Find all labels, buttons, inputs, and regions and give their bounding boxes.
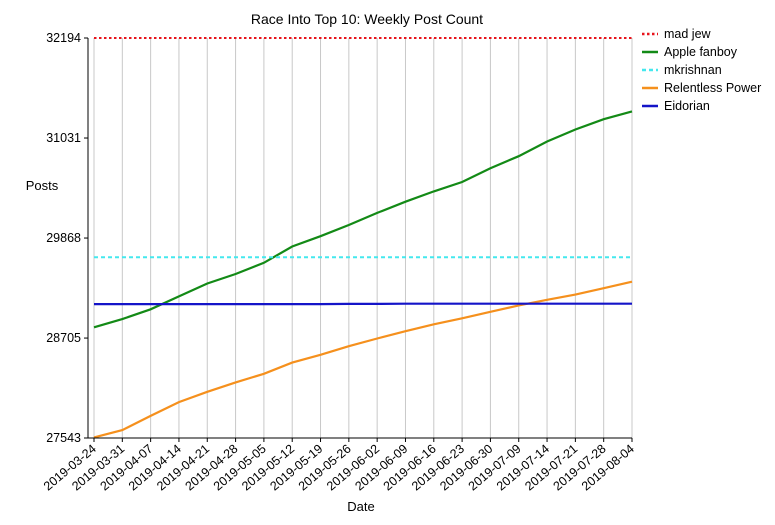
legend: mad jew Apple fanboy mkrishnan Relentless P… bbox=[642, 27, 761, 113]
legend-label: mkrishnan bbox=[664, 63, 722, 77]
legend-label: Apple fanboy bbox=[664, 45, 738, 59]
legend-label: Relentless Power bbox=[664, 81, 761, 95]
legend-label: Eidorian bbox=[664, 99, 710, 113]
y-tick-label: 29868 bbox=[46, 231, 81, 245]
x-axis-label: Date bbox=[347, 499, 374, 514]
legend-label: mad jew bbox=[664, 27, 712, 41]
y-tick-label: 28705 bbox=[46, 331, 81, 345]
series-line-relentless-power bbox=[93, 280, 633, 439]
y-tick-label: 27543 bbox=[46, 431, 81, 445]
y-ticks: 27543 28705 29868 31031 32194 bbox=[46, 31, 88, 445]
y-tick-label: 31031 bbox=[46, 131, 81, 145]
series-group bbox=[93, 37, 633, 439]
chart-title: Race Into Top 10: Weekly Post Count bbox=[251, 11, 483, 27]
vertical-grid bbox=[93, 38, 633, 438]
y-axis-label: Posts bbox=[26, 178, 59, 193]
axes bbox=[87, 38, 632, 439]
x-ticks: 2019-03-242019-03-312019-04-072019-04-14… bbox=[41, 438, 637, 493]
series-line-apple-fanboy bbox=[93, 110, 633, 329]
y-tick-label: 32194 bbox=[46, 31, 81, 45]
